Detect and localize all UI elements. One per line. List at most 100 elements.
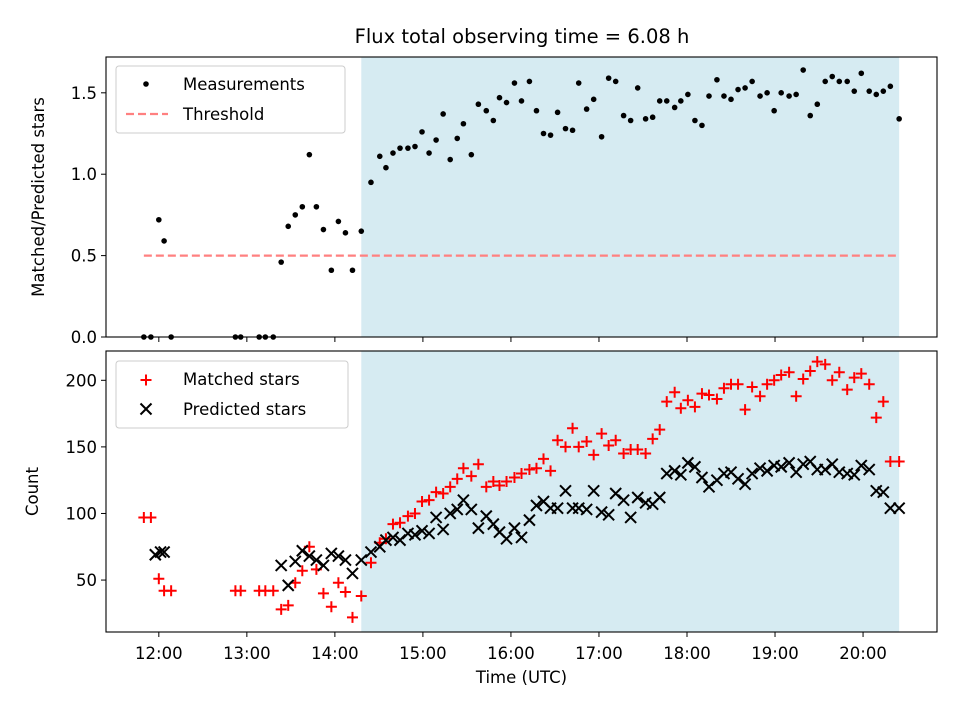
x-tick-label: 16:00 xyxy=(487,644,535,663)
predicted-star-point xyxy=(681,456,695,470)
measurement-point xyxy=(547,132,554,138)
predicted-star-point xyxy=(310,553,323,567)
legend-label-predicted: Predicted stars xyxy=(183,400,306,419)
predicted-star-point xyxy=(855,459,868,472)
measurement-point xyxy=(349,267,356,274)
measurement-point xyxy=(605,75,612,81)
predicted-star-point xyxy=(508,521,521,535)
predicted-star-point xyxy=(436,523,450,536)
measurement-point xyxy=(800,67,806,73)
predicted-star-point xyxy=(617,493,630,507)
measurement-point xyxy=(583,106,590,112)
matched-star-point xyxy=(848,372,860,384)
predicted-star-point xyxy=(451,503,464,516)
measurement-point xyxy=(490,117,497,124)
legend-label-threshold: Threshold xyxy=(182,105,264,124)
measurement-point xyxy=(671,104,678,111)
observing-window-shade xyxy=(361,351,900,632)
measurement-point xyxy=(376,153,383,160)
predicted-star-point xyxy=(753,461,767,475)
predicted-star-point xyxy=(580,503,593,516)
measurement-point xyxy=(620,112,627,119)
predicted-star-point xyxy=(379,533,393,547)
matched-star-point xyxy=(437,487,449,499)
matched-star-point xyxy=(573,441,585,453)
measurement-point xyxy=(342,230,349,236)
matched-star-point xyxy=(501,476,513,488)
measurement-point xyxy=(161,238,167,244)
measurement-point xyxy=(786,93,792,99)
x-tick-label: 18:00 xyxy=(663,644,711,663)
y-tick-label: 1.5 xyxy=(71,84,97,103)
measurement-point xyxy=(511,80,518,86)
matched-star-point xyxy=(804,365,816,377)
measurement-point xyxy=(440,111,446,117)
predicted-star-point xyxy=(282,579,295,592)
measurement-point xyxy=(447,156,453,163)
measurement-point xyxy=(814,101,821,108)
measurement-point xyxy=(335,218,342,225)
matched-star-point xyxy=(275,603,287,615)
legend-label-measurements: Measurements xyxy=(183,75,305,94)
predicted-star-point xyxy=(653,491,666,504)
measurement-point xyxy=(292,212,299,218)
predicted-star-point xyxy=(325,547,338,560)
measurement-point xyxy=(554,109,561,116)
predicted-star-point xyxy=(346,567,359,580)
matched-star-point xyxy=(632,444,644,456)
matched-star-point xyxy=(282,599,294,611)
predicted-star-point xyxy=(738,477,752,491)
measurement-point xyxy=(851,88,858,94)
matched-star-point xyxy=(768,374,780,386)
matched-star-point xyxy=(739,404,751,416)
measurement-point xyxy=(540,130,547,137)
matched-star-point xyxy=(689,401,701,413)
x-tick-label: 12:00 xyxy=(135,644,183,663)
measurement-point xyxy=(299,203,306,210)
predicted-star-point xyxy=(668,464,681,478)
legend-marker-measurements xyxy=(143,81,149,87)
matched-star-point xyxy=(296,565,308,577)
matched-star-point xyxy=(754,390,766,402)
y-tick-label: 50 xyxy=(76,571,97,590)
predicted-star-point xyxy=(595,505,608,519)
matched-star-point xyxy=(811,356,823,368)
predicted-star-point xyxy=(551,501,564,515)
predicted-star-point xyxy=(782,456,796,470)
matched-star-point xyxy=(267,585,279,597)
y-tick-label: 0.0 xyxy=(71,328,97,347)
measurement-point xyxy=(278,259,284,265)
measurement-point xyxy=(829,73,836,80)
measurement-point xyxy=(771,107,777,114)
predicted-star-point xyxy=(892,501,906,515)
measurement-point xyxy=(526,78,533,85)
matched-star-point xyxy=(523,464,535,476)
measurement-point xyxy=(156,216,162,223)
predicted-star-point xyxy=(429,511,443,524)
measurement-point xyxy=(721,93,727,99)
matched-star-point xyxy=(761,378,773,390)
y-axis-label: Count xyxy=(23,466,42,516)
predicted-star-point xyxy=(422,527,436,540)
matched-star-point xyxy=(682,394,694,406)
predicted-star-point xyxy=(386,531,400,544)
measurement-point xyxy=(742,85,748,91)
matched-star-point xyxy=(870,412,882,424)
measurement-point xyxy=(880,88,887,94)
predicted-star-point xyxy=(559,484,572,498)
matched-star-point xyxy=(640,448,652,460)
matched-star-point xyxy=(465,470,477,482)
matched-star-point xyxy=(703,389,715,401)
matched-star-point xyxy=(487,476,499,488)
predicted-star-point xyxy=(515,531,528,544)
matched-star-point xyxy=(416,495,428,507)
measurement-point xyxy=(836,78,843,85)
predicted-star-point xyxy=(848,468,861,482)
y-tick-label: 100 xyxy=(66,504,98,523)
measurement-point xyxy=(728,96,734,103)
matched-star-point xyxy=(711,393,723,405)
measurement-point xyxy=(475,101,482,108)
axes-frame xyxy=(105,56,938,338)
measurement-point xyxy=(496,94,503,101)
